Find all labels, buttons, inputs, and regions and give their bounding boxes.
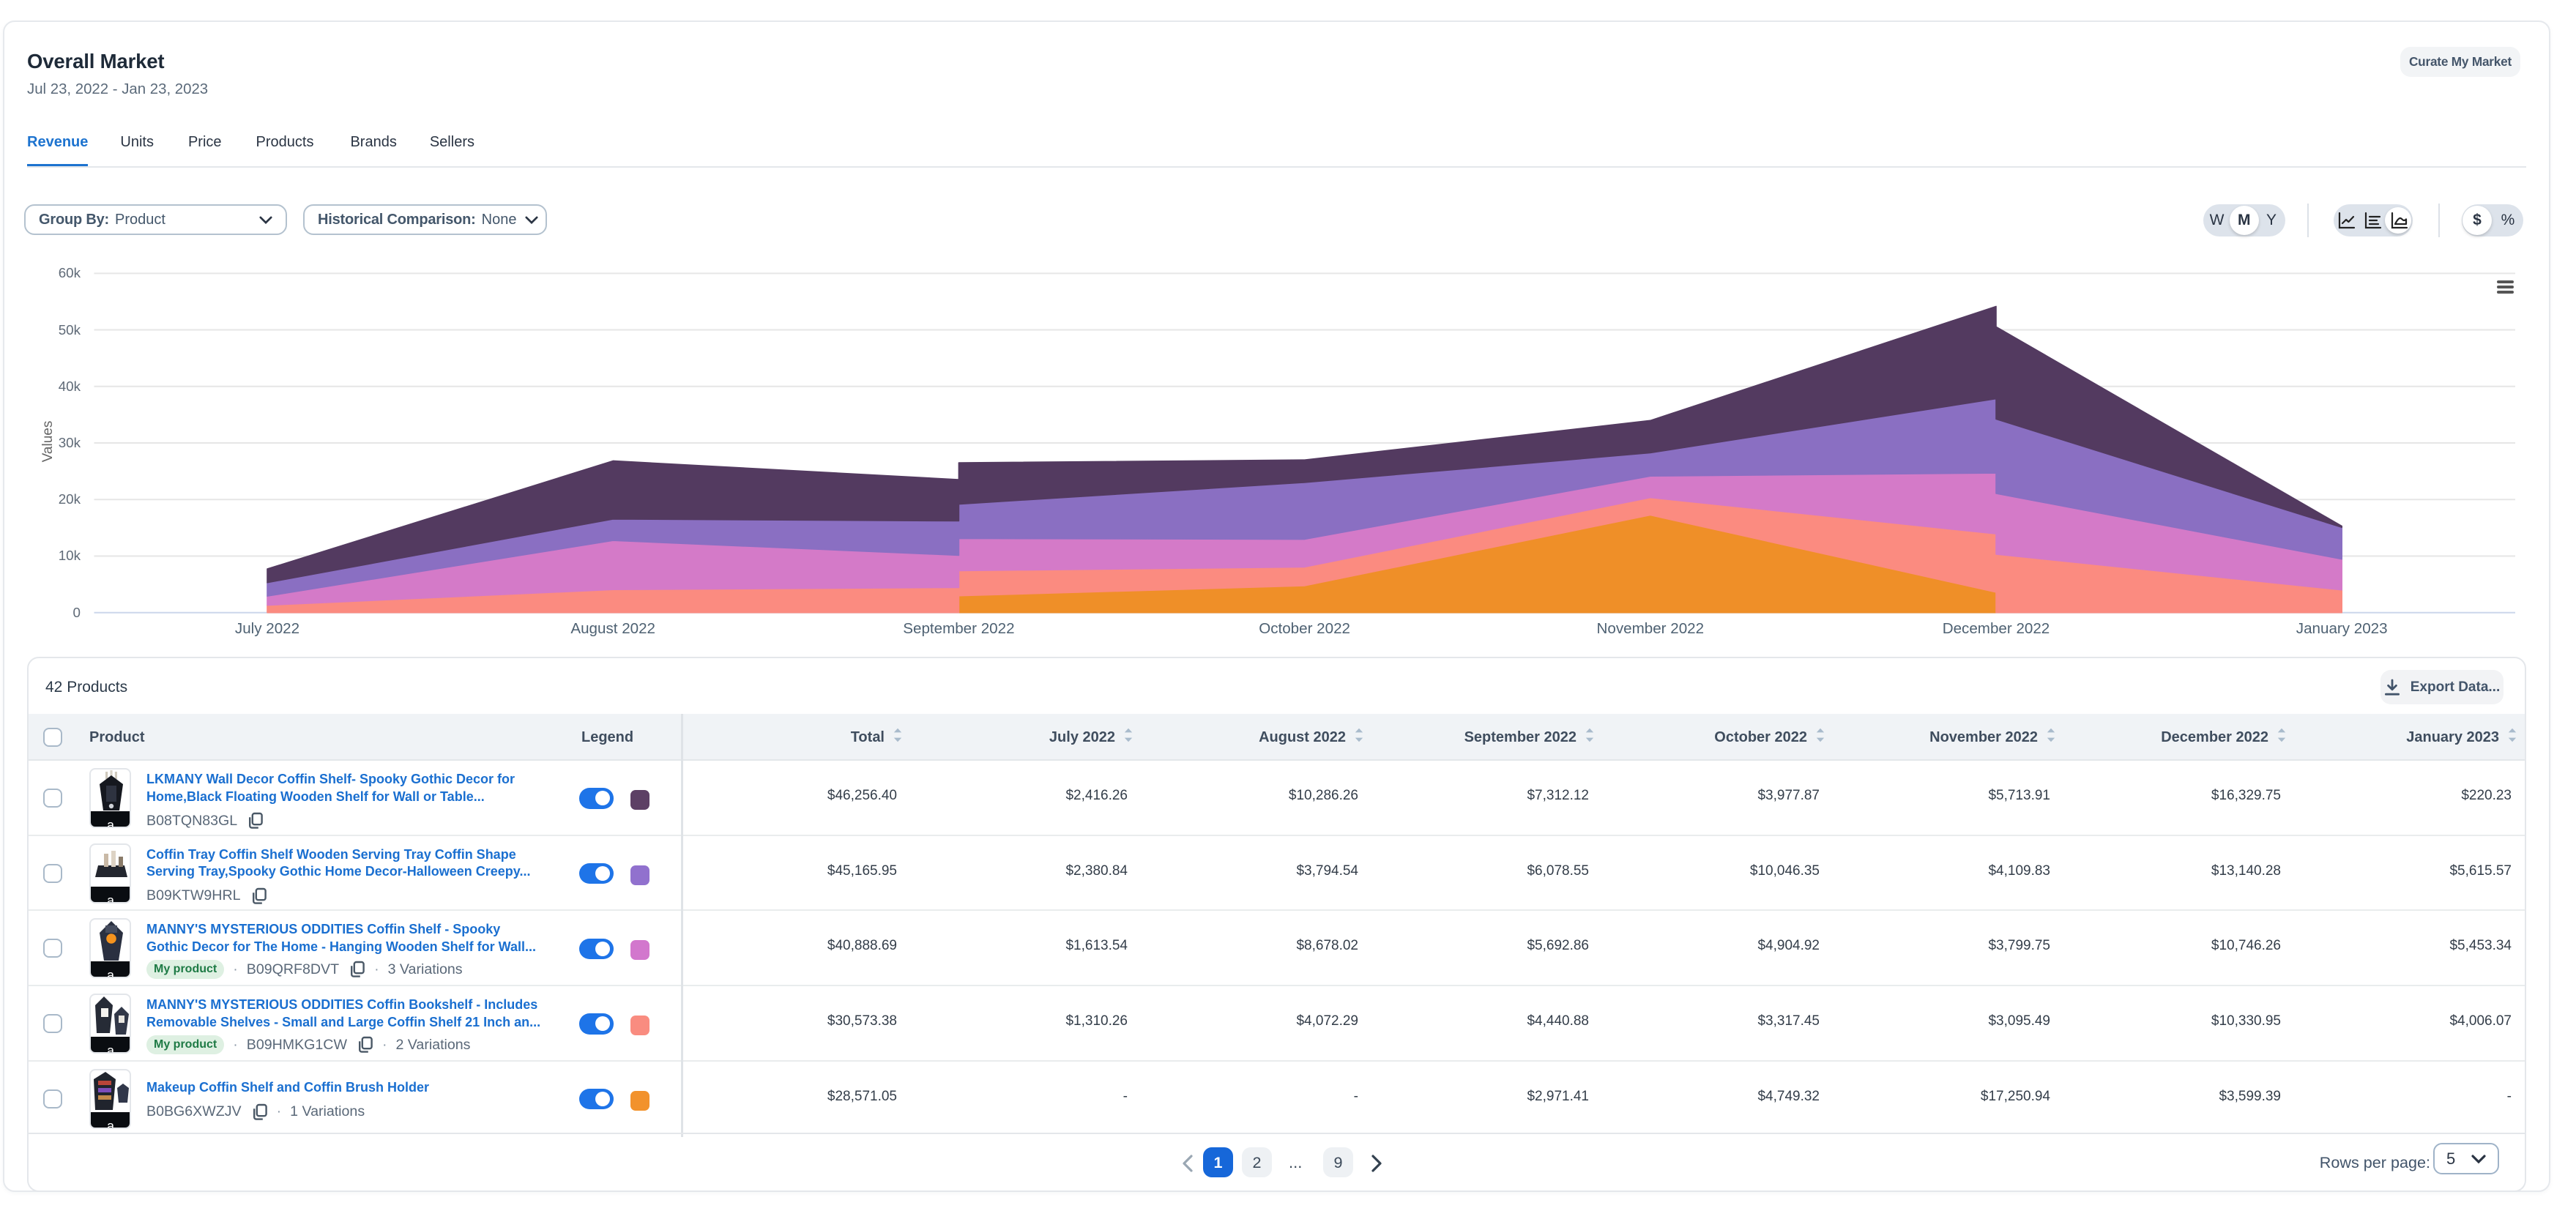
svg-text:a: a	[107, 968, 115, 978]
svg-text:a: a	[107, 1043, 115, 1054]
svg-text:a: a	[107, 1119, 115, 1129]
svg-text:a: a	[107, 893, 115, 903]
svg-text:a: a	[107, 818, 115, 828]
